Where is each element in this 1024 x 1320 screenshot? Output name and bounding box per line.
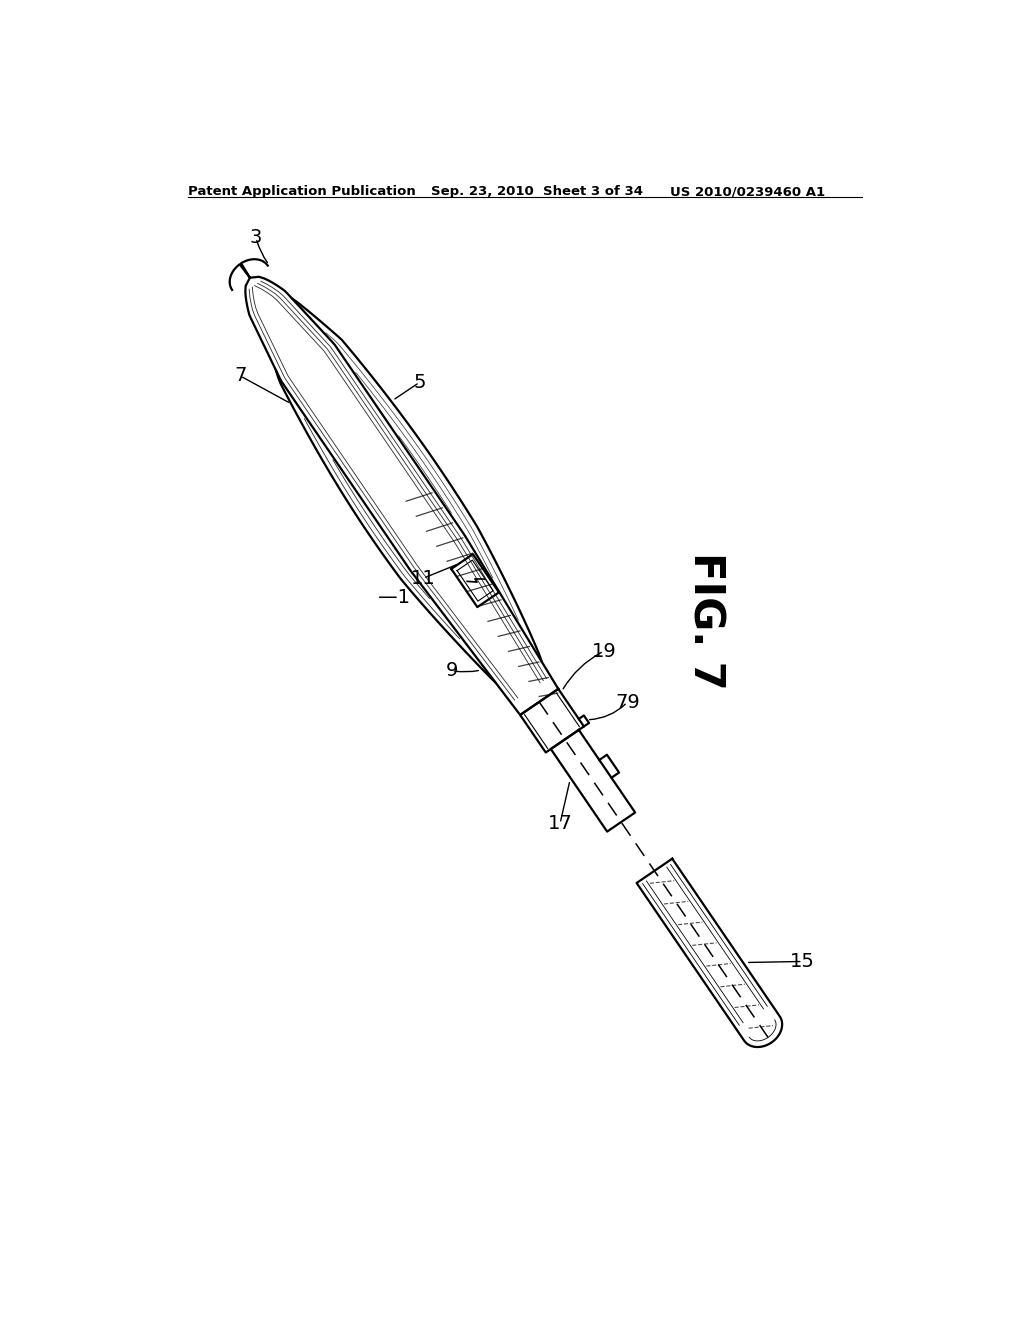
Text: Sep. 23, 2010  Sheet 3 of 34: Sep. 23, 2010 Sheet 3 of 34 (431, 185, 643, 198)
Text: 15: 15 (791, 952, 815, 972)
Text: FIG. 7: FIG. 7 (685, 552, 727, 689)
Text: Patent Application Publication: Patent Application Publication (188, 185, 416, 198)
Text: —1: —1 (378, 589, 410, 607)
Text: 9: 9 (445, 661, 458, 680)
Text: US 2010/0239460 A1: US 2010/0239460 A1 (670, 185, 824, 198)
Text: 3: 3 (250, 228, 262, 247)
Text: 17: 17 (548, 814, 572, 833)
Text: 19: 19 (592, 642, 616, 660)
Text: 7: 7 (234, 367, 247, 385)
Text: 5: 5 (414, 374, 426, 392)
Text: 79: 79 (615, 693, 640, 711)
Text: 11: 11 (411, 569, 435, 587)
